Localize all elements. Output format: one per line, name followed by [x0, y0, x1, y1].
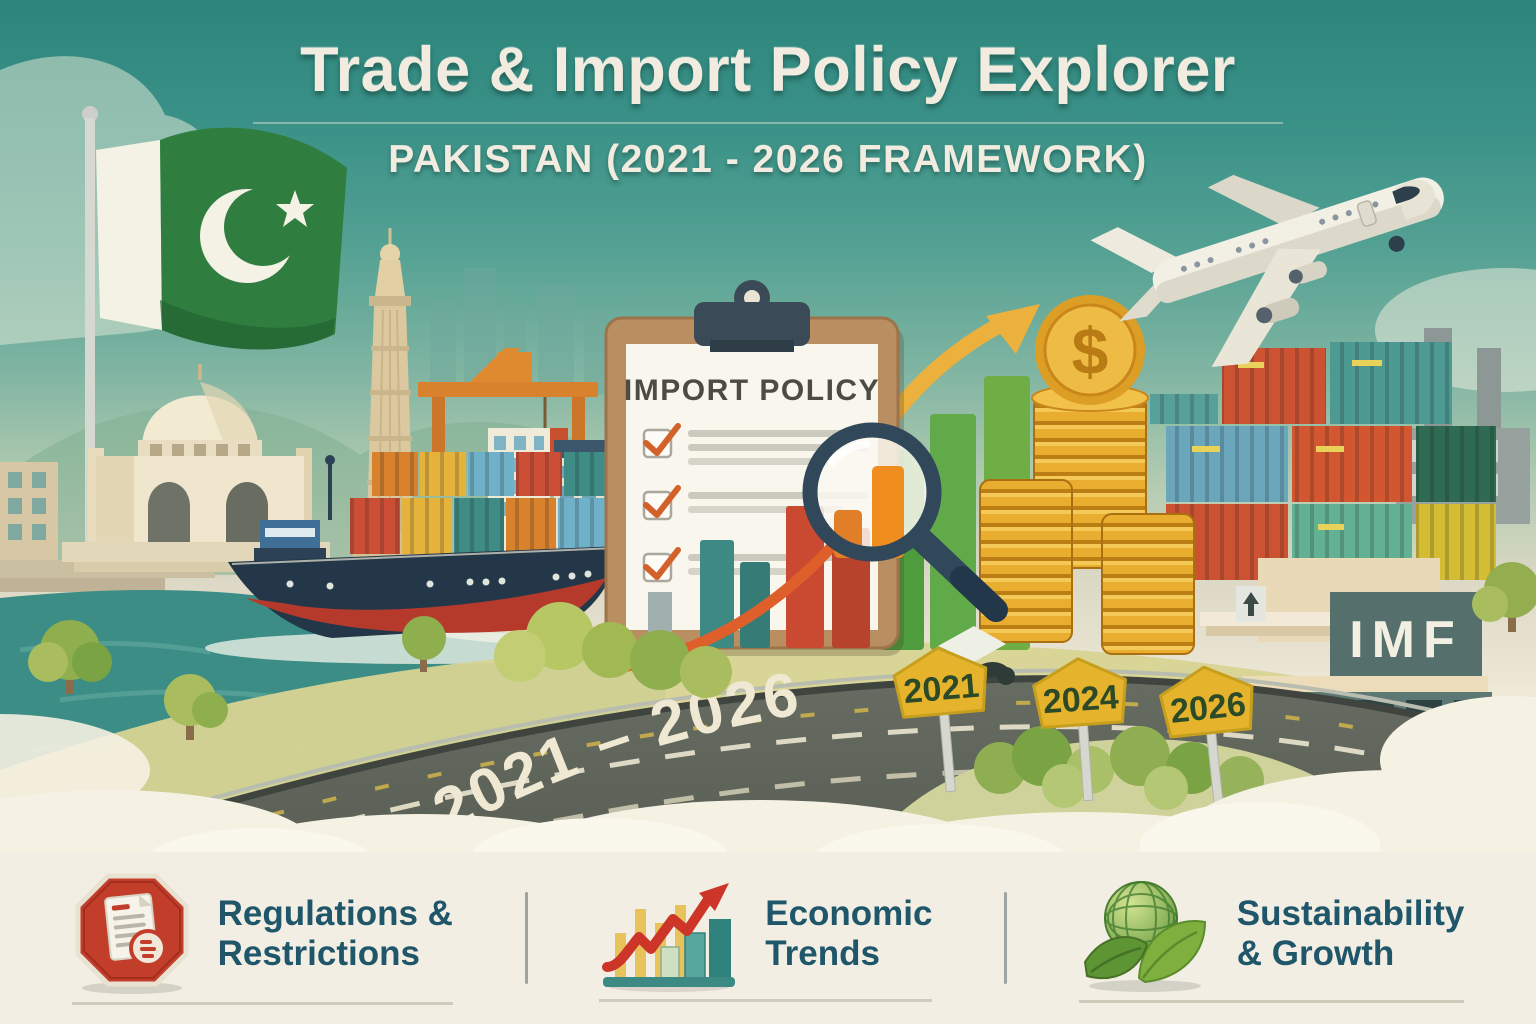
- road-sign-2021: 2021: [892, 646, 988, 793]
- poster-subtitle: PAKISTAN (2021 - 2026 FRAMEWORK): [388, 138, 1148, 181]
- road-sign-2024: 2024: [1032, 657, 1127, 802]
- ship-containers: [350, 452, 610, 554]
- imf-sign: IMF: [1349, 611, 1463, 669]
- trees: [28, 562, 1536, 740]
- poster-title: Trade & Import Policy Explorer: [300, 35, 1236, 105]
- dollar-coin: $: [1035, 295, 1145, 405]
- stop-sign-document-icon: [75, 873, 189, 994]
- legend-label: Regulations & Restrictions: [217, 894, 453, 973]
- legend-divider: [1004, 892, 1008, 984]
- header: Trade & Import Policy Explorer PAKISTAN …: [0, 34, 1536, 182]
- title-divider: [253, 122, 1283, 124]
- container-stack: [1150, 342, 1496, 580]
- pakistan-flag: [82, 106, 347, 548]
- city-silhouette: [430, 268, 608, 395]
- globe-leaves-icon: [1083, 880, 1206, 992]
- growth-chart-icon: [602, 882, 736, 992]
- legend-item-economic: Economic Trends: [599, 875, 933, 1002]
- legend-item-sustainability: Sustainability & Growth: [1078, 874, 1465, 1003]
- clipboard-title: IMPORT POLICY: [624, 374, 880, 407]
- legend-label: Economic Trends: [765, 894, 933, 973]
- road-arrow-marking: [938, 626, 1006, 662]
- road-sign-2026: 2026: [1159, 665, 1254, 808]
- legend-item-regulations: Regulations & Restrictions: [71, 872, 453, 1005]
- flag-star: [276, 190, 314, 227]
- airplane: [1090, 174, 1444, 368]
- dollar-symbol: $: [1072, 314, 1109, 388]
- left-buildings: [0, 462, 215, 592]
- svg-text:2024: 2024: [1042, 678, 1120, 721]
- svg-text:2021: 2021: [902, 667, 981, 711]
- legend-label: Sustainability & Growth: [1236, 894, 1465, 973]
- cargo-ship: [228, 452, 620, 638]
- legend-divider: [524, 892, 528, 984]
- legend-band: Regulations & Restrictions Economic Tren…: [0, 852, 1536, 1024]
- magnifying-glass: [802, 422, 1008, 622]
- svg-text:2026: 2026: [1168, 685, 1247, 731]
